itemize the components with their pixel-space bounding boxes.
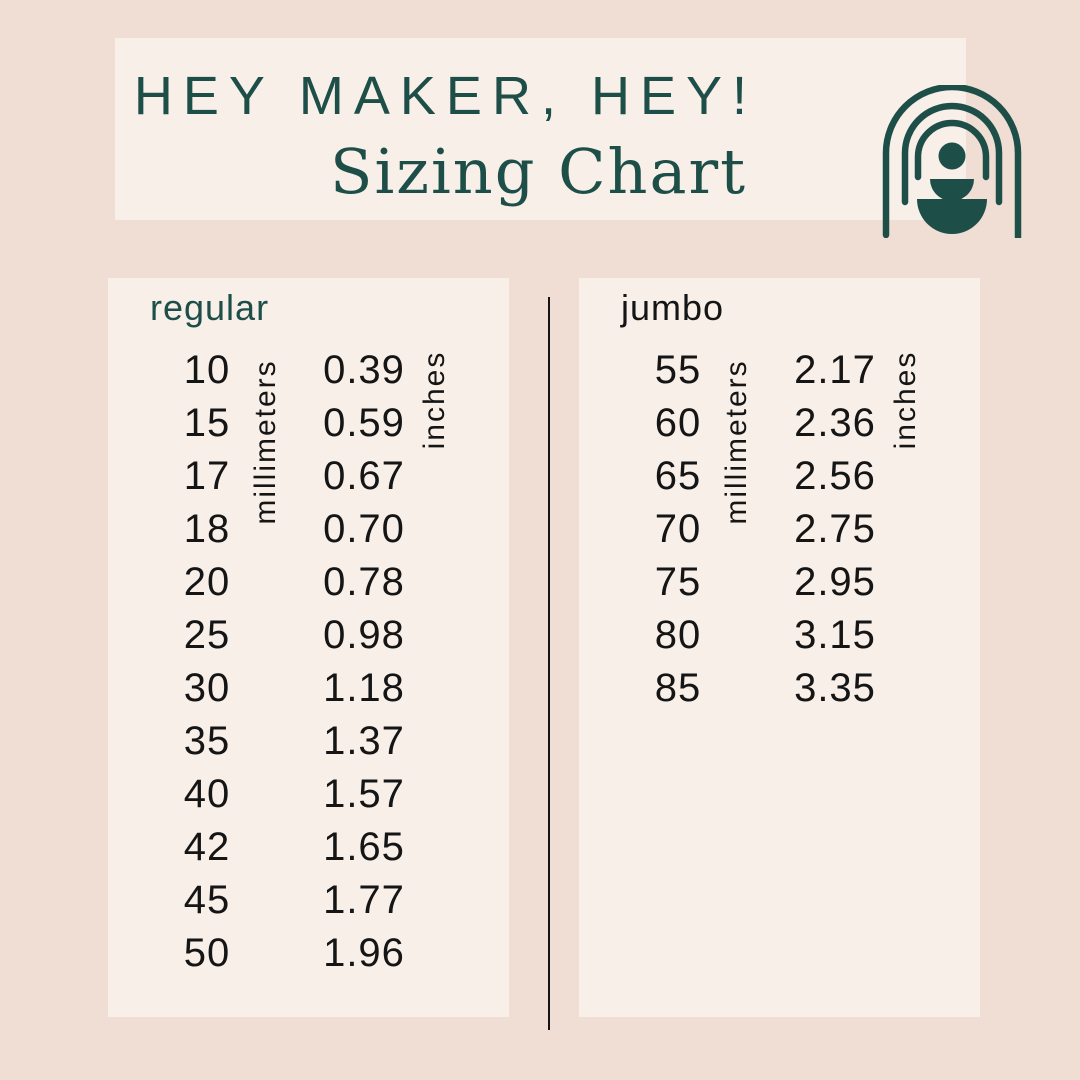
size-row: 35 1.37 — [108, 715, 509, 768]
inches-value: 2.36 — [794, 401, 876, 445]
size-row: 20 0.78 — [108, 556, 509, 609]
mm-value: 65 — [654, 454, 702, 498]
mm-value: 70 — [654, 507, 702, 551]
inches-value: 0.59 — [323, 401, 405, 445]
mm-value: 80 — [654, 613, 702, 657]
panel-regular-label: regular — [150, 287, 270, 328]
inches-value: 0.70 — [323, 507, 405, 551]
mm-value: 10 — [183, 348, 231, 392]
mm-value: 45 — [183, 878, 231, 922]
inches-value: 1.57 — [323, 772, 405, 816]
size-row: 80 3.15 — [579, 609, 980, 662]
size-row: 50 1.96 — [108, 927, 509, 980]
mm-value: 20 — [183, 560, 231, 604]
inches-value: 1.65 — [323, 825, 405, 869]
size-row: 42 1.65 — [108, 821, 509, 874]
size-row: 40 1.57 — [108, 768, 509, 821]
mm-value: 42 — [183, 825, 231, 869]
mm-value: 17 — [183, 454, 231, 498]
inches-value: 1.37 — [323, 719, 405, 763]
mm-value: 40 — [183, 772, 231, 816]
inches-value: 2.75 — [794, 507, 876, 551]
inches-value: 0.39 — [323, 348, 405, 392]
inches-value: 3.15 — [794, 613, 876, 657]
jumbo-size-rows: 55 2.17 60 2.36 65 2.56 70 2.75 — [579, 344, 980, 715]
mm-value: 25 — [183, 613, 231, 657]
inches-value: 2.17 — [794, 348, 876, 392]
mm-value: 35 — [183, 719, 231, 763]
mm-value: 30 — [183, 666, 231, 710]
mm-value: 60 — [654, 401, 702, 445]
arch-figure-icon — [882, 85, 1022, 238]
inches-value: 1.18 — [323, 666, 405, 710]
inches-value: 0.78 — [323, 560, 405, 604]
mm-value: 55 — [654, 348, 702, 392]
divider-line — [548, 297, 550, 1030]
mm-value: 50 — [183, 931, 231, 975]
panel-jumbo-label: jumbo — [621, 287, 725, 328]
inches-value: 1.96 — [323, 931, 405, 975]
panel-regular: regular millimeters inches 10 0.39 15 0.… — [108, 278, 509, 1017]
mm-value: 15 — [183, 401, 231, 445]
size-row: 60 2.36 — [579, 397, 980, 450]
size-row: 65 2.56 — [579, 450, 980, 503]
mm-value: 85 — [654, 666, 702, 710]
size-row: 15 0.59 — [108, 397, 509, 450]
inches-value: 2.56 — [794, 454, 876, 498]
brand-title: HEY MAKER, HEY! — [133, 66, 757, 126]
mm-value: 75 — [654, 560, 702, 604]
inches-value: 0.67 — [323, 454, 405, 498]
size-row: 85 3.35 — [579, 662, 980, 715]
size-row: 25 0.98 — [108, 609, 509, 662]
mm-value: 18 — [183, 507, 231, 551]
size-row: 70 2.75 — [579, 503, 980, 556]
inches-value: 2.95 — [794, 560, 876, 604]
inches-value: 3.35 — [794, 666, 876, 710]
size-row: 18 0.70 — [108, 503, 509, 556]
size-row: 75 2.95 — [579, 556, 980, 609]
brand-block: HEY MAKER, HEY! Sizing Chart — [115, 66, 757, 204]
size-row: 45 1.77 — [108, 874, 509, 927]
page-title: Sizing Chart — [329, 135, 747, 208]
regular-size-rows: 10 0.39 15 0.59 17 0.67 18 0.70 — [108, 344, 509, 980]
size-row: 17 0.67 — [108, 450, 509, 503]
size-row: 55 2.17 — [579, 344, 980, 397]
inches-value: 1.77 — [323, 878, 405, 922]
size-row: 30 1.18 — [108, 662, 509, 715]
header-banner: HEY MAKER, HEY! Sizing Chart — [115, 38, 1022, 238]
panel-jumbo: jumbo millimeters inches 55 2.17 60 2.36… — [579, 278, 980, 1017]
size-row: 10 0.39 — [108, 344, 509, 397]
inches-value: 0.98 — [323, 613, 405, 657]
